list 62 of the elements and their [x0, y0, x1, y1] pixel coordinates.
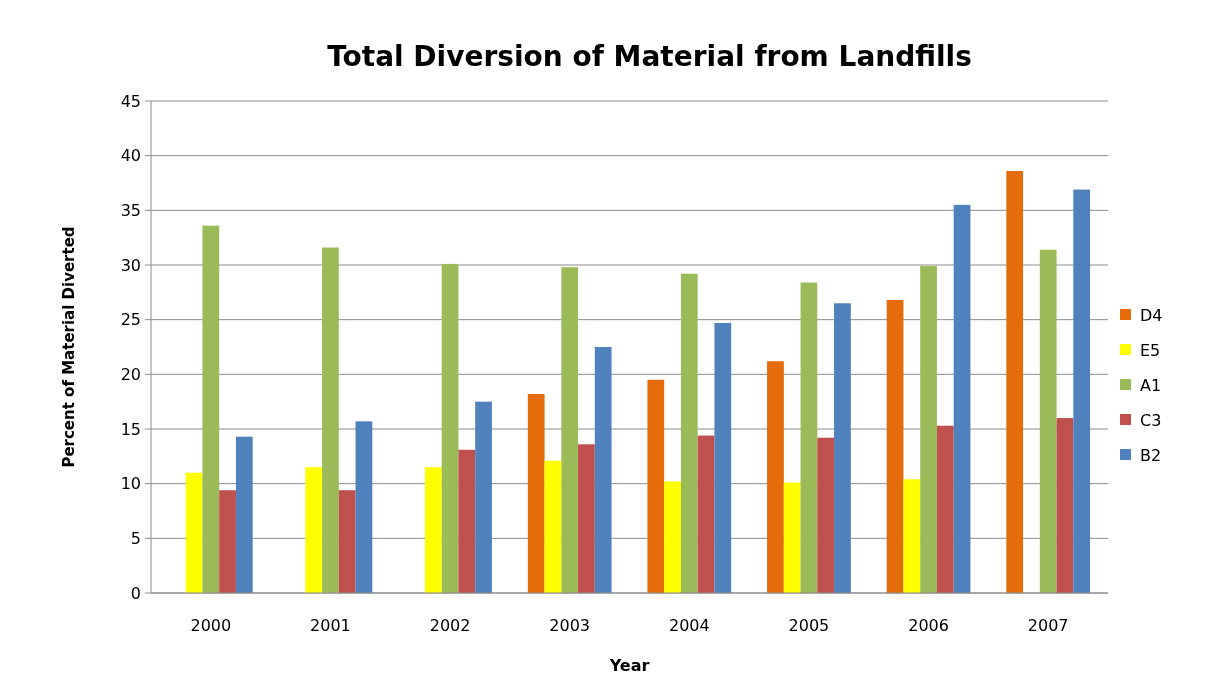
bar: [219, 490, 236, 593]
bar: [202, 225, 220, 593]
bar: [647, 379, 665, 593]
bar: [305, 467, 323, 593]
y-tick-label: 5: [130, 528, 141, 548]
chart-title: Total Diversion of Material from Landfills: [327, 40, 972, 73]
bar: [185, 472, 203, 593]
y-tick-label: 35: [120, 200, 141, 220]
x-tick-label: 2000: [190, 616, 232, 635]
y-tick-label: 15: [120, 419, 141, 439]
x-tick-label: 2006: [908, 616, 949, 635]
bar: [1056, 418, 1074, 593]
bar: [714, 322, 732, 593]
x-tick-label: 2002: [429, 616, 471, 635]
y-tick-label: 0: [130, 583, 141, 603]
bar: [664, 481, 681, 593]
bar: [1006, 170, 1024, 593]
bar: [441, 263, 459, 593]
legend-label: C3: [1140, 410, 1162, 430]
x-tick-label: 2004: [668, 616, 710, 635]
legend-label: B2: [1140, 445, 1162, 465]
y-tick-label: 10: [120, 474, 141, 494]
legend-label: D4: [1140, 305, 1163, 325]
bar: [886, 299, 904, 593]
bar: [338, 490, 356, 593]
bar: [834, 303, 851, 593]
bar: [920, 266, 937, 593]
bar: [800, 282, 818, 593]
y-tick-label: 40: [120, 146, 141, 166]
bar: [903, 479, 921, 593]
x-tick-label: 2005: [788, 616, 830, 635]
x-tick-label: 2003: [549, 616, 591, 635]
bar: [953, 204, 971, 593]
y-axis-title: Percent of Material Diverted: [60, 226, 78, 468]
bar: [322, 247, 339, 593]
bar: [1039, 249, 1057, 593]
bar: [544, 460, 562, 593]
x-tick-label: 2007: [1027, 616, 1069, 635]
bar: [527, 394, 545, 593]
bar: [424, 467, 442, 593]
bar: [561, 267, 579, 593]
bar: [767, 361, 784, 593]
bar: [458, 449, 476, 593]
legend-label: E5: [1140, 340, 1161, 360]
bar: [697, 435, 715, 593]
bar: [1073, 189, 1091, 593]
legend-label: A1: [1140, 375, 1162, 395]
bar: [594, 347, 612, 593]
y-tick-label: 30: [120, 255, 141, 275]
x-axis-title: Year: [608, 656, 650, 675]
bar: [578, 444, 595, 593]
bar: [235, 436, 253, 593]
bar: [783, 482, 801, 593]
y-tick-label: 25: [120, 310, 141, 330]
y-tick-label: 45: [120, 91, 141, 111]
bar: [355, 421, 373, 593]
bar: [817, 437, 835, 593]
x-tick-label: 2001: [310, 616, 351, 635]
y-tick-label: 20: [120, 364, 141, 384]
bar: [475, 401, 492, 593]
bar: [680, 273, 698, 593]
bar: [936, 425, 954, 593]
